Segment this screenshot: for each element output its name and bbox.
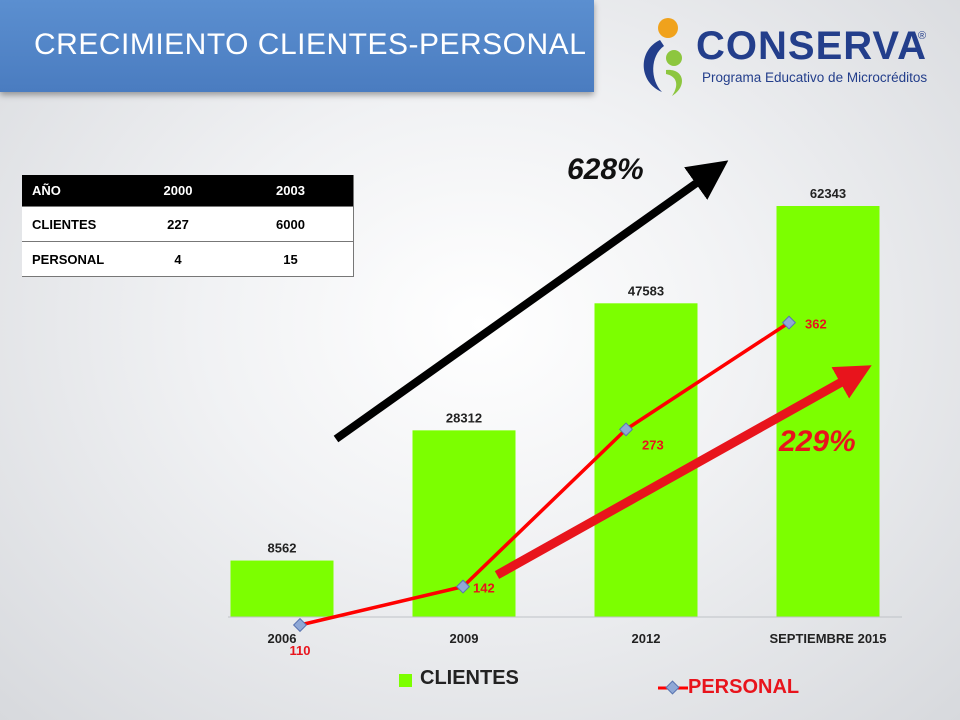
clientes-growth-arrow <box>333 160 729 443</box>
header-year: AÑO <box>22 175 128 207</box>
legend-personal: PERSONAL <box>688 676 800 698</box>
title-bar: CRECIMIENTO CLIENTES-PERSONAL <box>0 0 594 92</box>
legend-clientes-swatch <box>399 674 412 687</box>
slide-title: CRECIMIENTO CLIENTES-PERSONAL <box>34 28 587 61</box>
table-header-row: AÑO 2000 2003 <box>22 175 354 207</box>
personal-value-label: 110 <box>290 643 311 658</box>
bar-value-label: 62343 <box>810 186 846 201</box>
bar-clientes-0 <box>230 560 334 617</box>
personal-point <box>455 579 471 594</box>
logo-icon <box>643 18 683 96</box>
personal-value-label: 362 <box>805 317 827 332</box>
personal-growth-label: 229% <box>779 425 856 458</box>
logo-subtitle: Programa Educativo de Microcréditos <box>702 70 928 85</box>
personal-value-label: 142 <box>473 581 495 596</box>
header-2003: 2003 <box>228 175 354 207</box>
personal-growth-arrow <box>494 365 872 579</box>
cell-value: 15 <box>228 241 354 277</box>
row-label-personal: PERSONAL <box>22 241 128 277</box>
cell-value: 4 <box>128 241 228 277</box>
personal-point <box>618 422 634 437</box>
table-row: PERSONAL 4 15 <box>22 241 354 277</box>
legend-clientes: CLIENTES <box>420 667 519 689</box>
legend-personal-swatch <box>658 680 688 695</box>
bar-value-label: 47583 <box>628 283 664 298</box>
x-tick-label: 2009 <box>450 631 479 646</box>
personal-value-label: 273 <box>642 437 664 452</box>
row-label-clientes: CLIENTES <box>22 206 128 242</box>
cell-value: 227 <box>128 206 228 242</box>
summary-table: AÑO 2000 2003 CLIENTES 227 6000 PERSONAL… <box>22 175 354 277</box>
personal-series-line <box>299 321 790 627</box>
header-2000: 2000 <box>128 175 228 207</box>
bar-value-label: 8562 <box>268 541 297 556</box>
bar-value-label: 28312 <box>446 410 482 425</box>
logo-registered: ® <box>918 30 927 42</box>
cell-value: 6000 <box>228 206 354 242</box>
x-tick-label: SEPTIEMBRE 2015 <box>769 631 886 646</box>
personal-point <box>292 617 308 633</box>
conserva-logo: CONSERVA ® Programa Educativo de Microcr… <box>636 10 936 100</box>
x-tick-label: 2012 <box>632 631 661 646</box>
bar-clientes-2 <box>594 303 698 617</box>
logo-word: CONSERVA <box>696 24 928 68</box>
clientes-growth-label: 628% <box>567 153 644 186</box>
table-row: CLIENTES 227 6000 <box>22 206 354 242</box>
x-tick-label: 2006 <box>268 631 297 646</box>
personal-point <box>781 315 797 330</box>
